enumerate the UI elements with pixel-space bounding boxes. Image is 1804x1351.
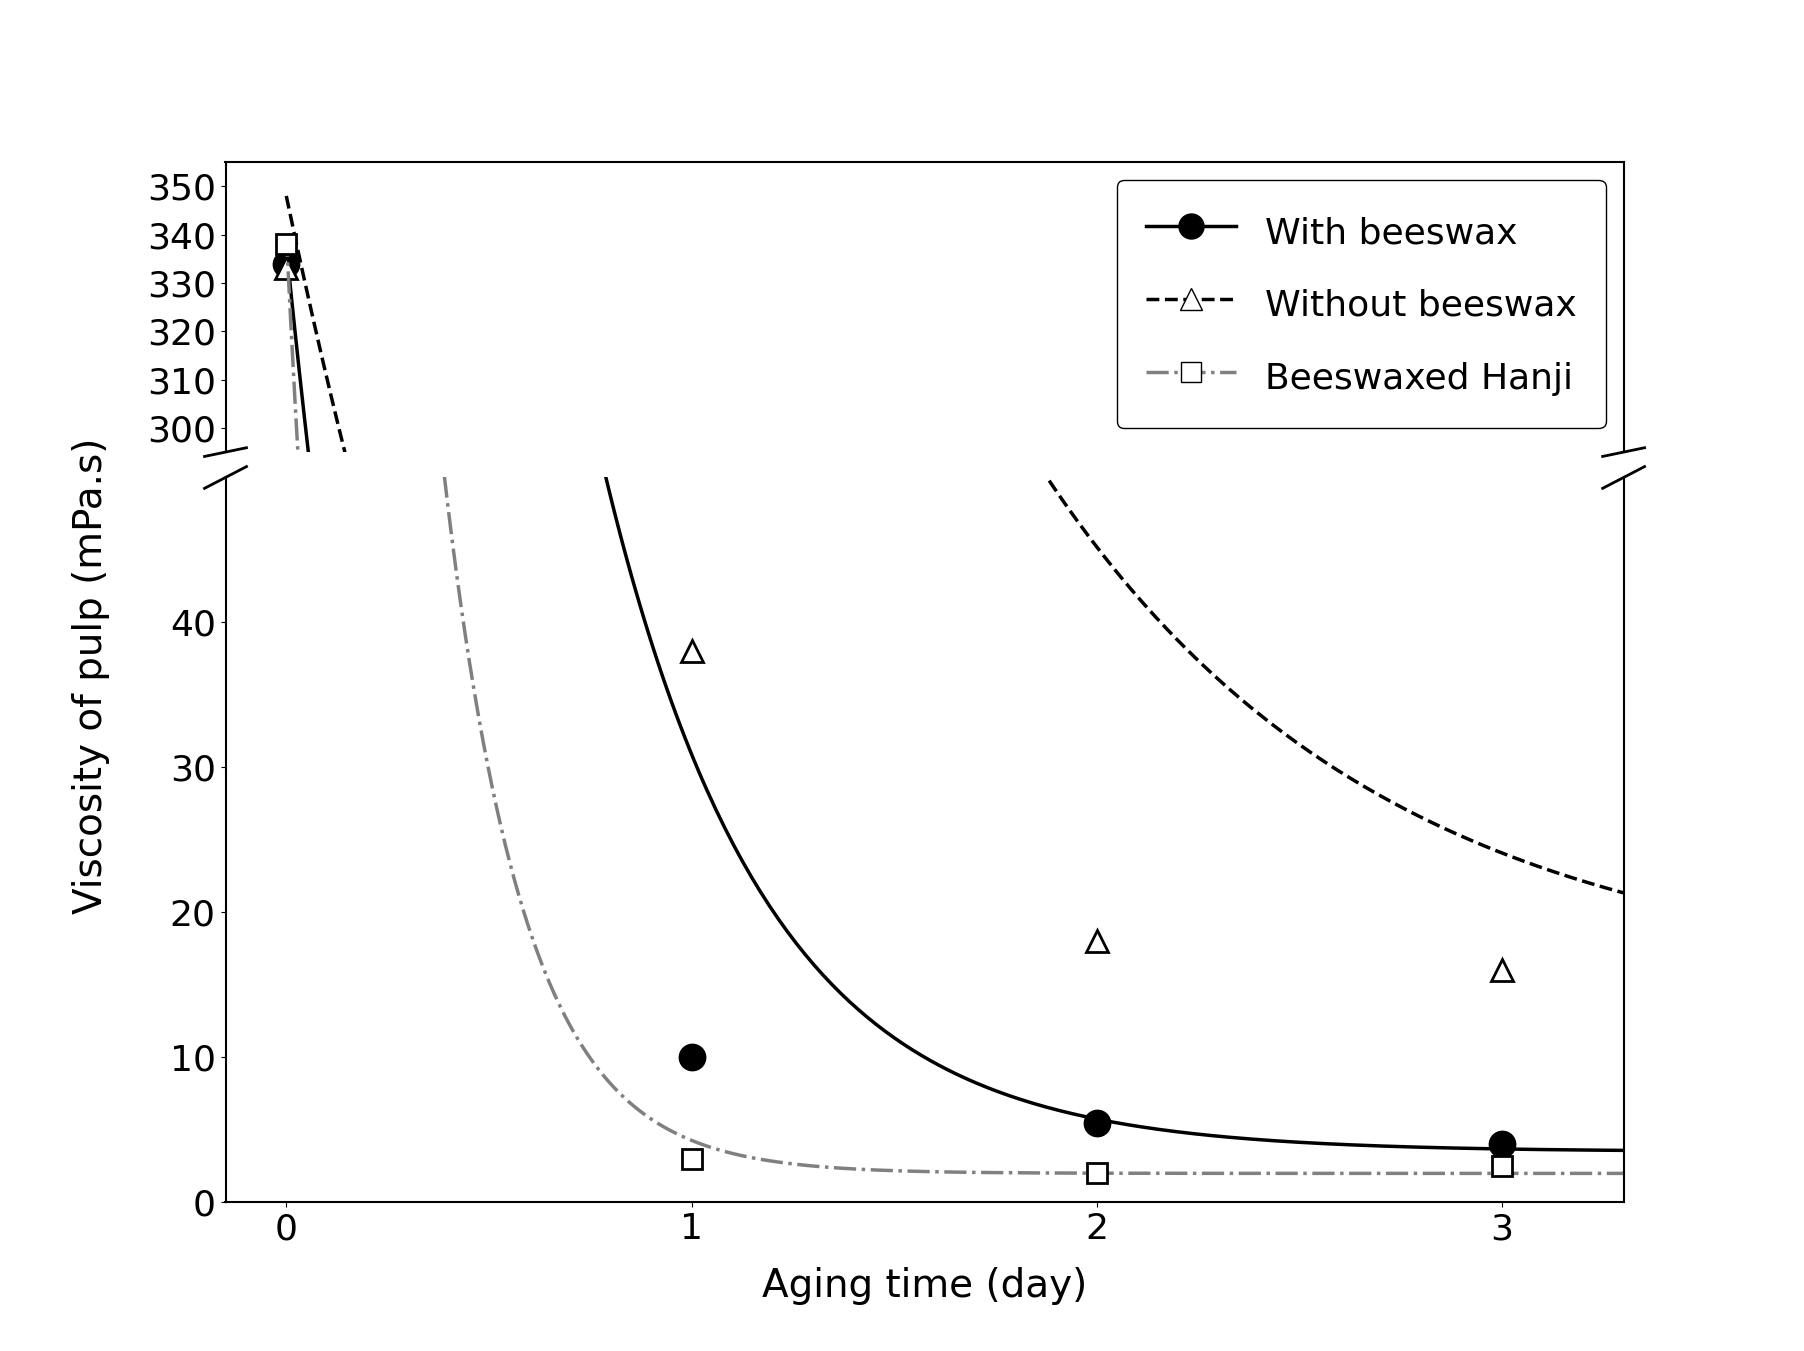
X-axis label: Aging time (day): Aging time (day) <box>761 1267 1088 1305</box>
Text: Viscosity of pulp (mPa.s): Viscosity of pulp (mPa.s) <box>72 438 110 913</box>
Legend: With beeswax, Without beeswax, Beeswaxed Hanji: With beeswax, Without beeswax, Beeswaxed… <box>1117 180 1606 428</box>
